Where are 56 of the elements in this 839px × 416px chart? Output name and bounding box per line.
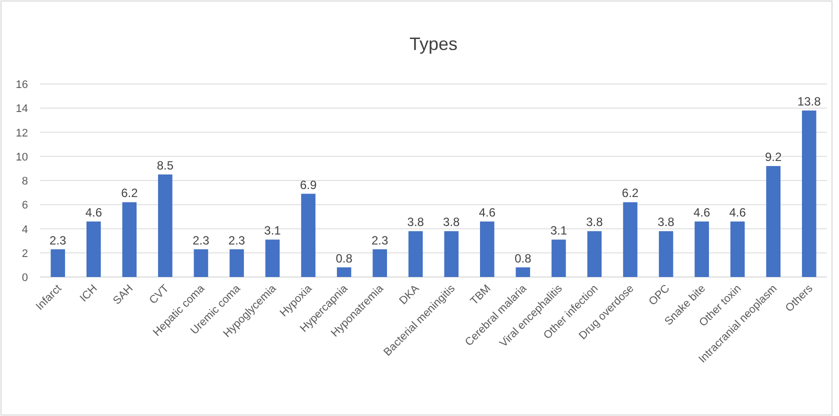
data-label: 3.8 (658, 215, 675, 230)
bar (122, 202, 137, 277)
bar (802, 110, 816, 277)
bar (694, 222, 709, 277)
bar (587, 231, 602, 277)
bar (623, 202, 638, 277)
data-label: 3.8 (443, 215, 460, 230)
bar (50, 249, 66, 277)
data-label: 6.2 (121, 186, 138, 200)
data-label: 2.3 (50, 233, 67, 248)
data-label: 6.9 (300, 178, 317, 192)
data-label: 3.8 (586, 215, 604, 230)
x-tick-label: DKA (397, 282, 422, 308)
y-tick-label: 8 (22, 176, 28, 188)
y-tick-label: 16 (16, 79, 28, 91)
y-tick-label: 0 (22, 272, 28, 284)
bar (372, 249, 387, 277)
bar (658, 231, 674, 277)
data-label: 0.8 (514, 251, 532, 266)
bar (730, 222, 745, 277)
bar (444, 231, 459, 277)
data-label: 6.2 (622, 186, 639, 200)
data-label: 3.1 (550, 224, 568, 238)
bar (480, 222, 494, 277)
data-label: 2.3 (228, 233, 246, 248)
data-label: 4.6 (478, 206, 496, 220)
data-label: 2.3 (371, 233, 389, 248)
data-label: 13.8 (797, 94, 822, 109)
bar (194, 249, 208, 277)
bar (265, 240, 280, 277)
y-tick-label: 4 (22, 224, 28, 236)
data-label: 8.5 (156, 158, 174, 172)
y-tick-label: 14 (16, 103, 28, 116)
data-label: 4.6 (693, 206, 710, 220)
data-label: 4.6 (729, 206, 746, 220)
data-label: 3.8 (407, 215, 424, 230)
y-tick-label: 10 (16, 151, 28, 164)
bar (408, 231, 423, 277)
chart-title: Types (409, 34, 458, 54)
bar (158, 174, 172, 277)
y-tick-label: 6 (22, 200, 28, 212)
bar (301, 194, 316, 277)
bar (86, 222, 101, 277)
bar (516, 267, 530, 277)
bar (230, 249, 244, 277)
x-tick-label: ICH (78, 282, 100, 305)
data-label: 9.2 (764, 150, 782, 164)
data-label: 3.1 (264, 224, 282, 238)
bar (552, 240, 566, 277)
data-label: 0.8 (336, 251, 353, 266)
data-label: 2.3 (192, 233, 210, 248)
y-tick-label: 12 (16, 127, 28, 140)
data-label: 4.6 (85, 206, 102, 220)
y-tick-label: 2 (22, 248, 28, 260)
bar (336, 267, 352, 277)
bar (766, 166, 780, 277)
